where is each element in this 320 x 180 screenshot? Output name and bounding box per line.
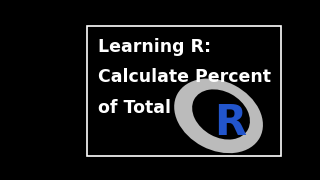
Text: Calculate Percent: Calculate Percent bbox=[98, 68, 271, 86]
Text: Learning R:: Learning R: bbox=[98, 38, 212, 56]
Ellipse shape bbox=[174, 78, 263, 153]
Ellipse shape bbox=[192, 89, 250, 140]
Text: R: R bbox=[214, 102, 246, 144]
Text: of Total: of Total bbox=[98, 98, 171, 116]
